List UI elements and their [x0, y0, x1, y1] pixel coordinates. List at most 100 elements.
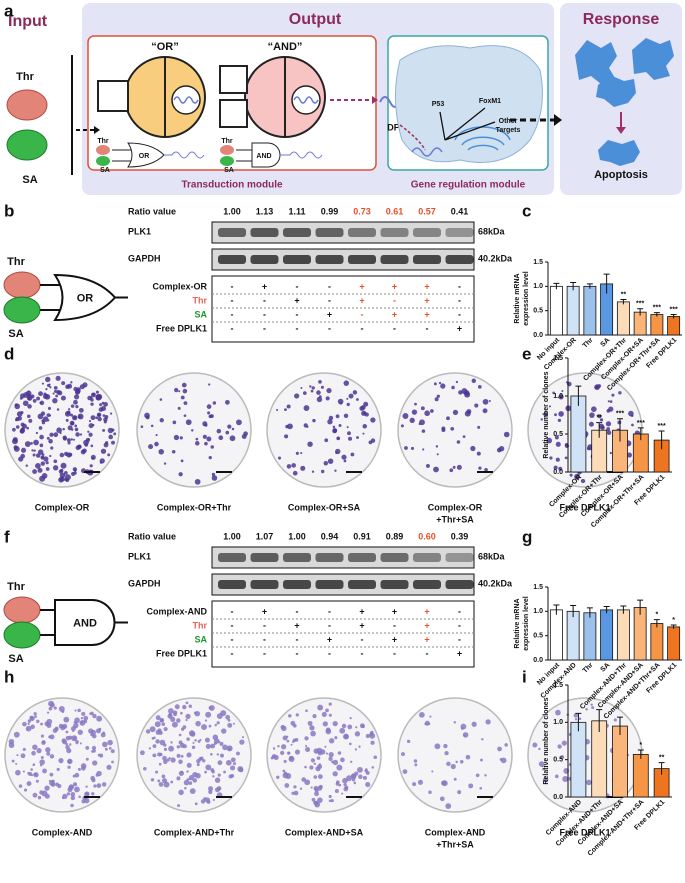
colony: [177, 406, 181, 410]
sign: -: [458, 606, 461, 616]
sign: -: [361, 309, 364, 319]
colony: [328, 713, 332, 717]
colony: [27, 414, 31, 419]
colony: [214, 787, 220, 793]
band: [283, 553, 311, 562]
colony: [316, 396, 323, 403]
sign: +: [424, 620, 429, 630]
colony: [54, 726, 59, 731]
significance: **: [659, 754, 665, 761]
ratio-value: 0.41: [451, 206, 469, 216]
wire: [40, 284, 62, 311]
band: [348, 255, 376, 264]
colony: [154, 441, 159, 447]
colony: [452, 465, 456, 469]
colony: [288, 755, 294, 761]
band-size: 40.2kDa: [478, 578, 513, 588]
significance: *: [639, 742, 642, 749]
colony: [325, 728, 332, 735]
colony: [44, 785, 50, 791]
colony: [15, 418, 18, 422]
colony: [33, 439, 39, 446]
colony: [79, 433, 83, 436]
colony: [225, 714, 231, 720]
colony: [338, 424, 342, 427]
colony: [101, 782, 107, 787]
colony: [90, 415, 96, 421]
colony: [580, 478, 586, 484]
colony: [80, 716, 84, 720]
colony: [210, 445, 214, 449]
colony: [12, 438, 18, 445]
colony: [77, 708, 81, 713]
colony: [45, 461, 49, 465]
ratio-value: 1.11: [288, 206, 305, 216]
colony: [77, 444, 82, 449]
colony: [161, 774, 166, 779]
colony: [369, 732, 374, 737]
row-label: Free DPLK1: [156, 323, 207, 333]
colony: [538, 761, 545, 767]
colony: [477, 425, 481, 429]
bar: [633, 607, 647, 661]
gene-regulation-label: Gene regulation module: [411, 180, 526, 191]
colony: [347, 724, 353, 730]
colony: [421, 429, 426, 433]
colony: [561, 740, 567, 746]
colony: [67, 787, 73, 793]
colony: [108, 746, 112, 750]
bar: [583, 612, 597, 661]
error-bar: [575, 385, 582, 406]
colony: [74, 709, 77, 712]
thr-label: Thr: [16, 71, 34, 83]
sign: -: [328, 648, 331, 658]
bar: [583, 285, 597, 336]
error-bar: [603, 273, 610, 294]
colony: [221, 728, 227, 734]
colony: [66, 438, 71, 443]
row-label: Thr: [193, 620, 208, 630]
colony: [64, 411, 71, 417]
colony: [414, 402, 417, 406]
colony: [609, 400, 613, 403]
cell: [632, 38, 674, 80]
colony: [328, 738, 335, 744]
colony: [105, 441, 109, 445]
colony: [73, 399, 78, 405]
sa-icon: [96, 156, 110, 166]
colony: [180, 754, 184, 758]
colony: [208, 724, 212, 728]
colony: [417, 779, 424, 785]
colony: [340, 757, 345, 763]
colony: [471, 378, 477, 383]
colony: [180, 459, 184, 463]
colony: [210, 752, 213, 756]
colony: [205, 711, 212, 718]
colony: [286, 404, 291, 409]
colony: [418, 711, 425, 718]
colony: [67, 441, 71, 445]
panel-label: d: [4, 344, 14, 363]
colony: [77, 767, 81, 771]
colony: [23, 392, 29, 398]
colony: [204, 719, 208, 722]
colony: [230, 757, 236, 763]
y-axis-label: Relative mRNA: [514, 273, 521, 323]
colony: [40, 722, 43, 726]
band: [380, 553, 409, 562]
colony: [318, 380, 322, 384]
colony: [158, 782, 164, 787]
colony: [69, 743, 72, 746]
colony: [22, 747, 26, 751]
colony: [350, 760, 353, 763]
error-bar: [658, 762, 665, 775]
response-title: Response: [583, 11, 660, 28]
colony: [591, 406, 597, 413]
colony: [95, 416, 99, 420]
colony: [155, 715, 161, 721]
band-size: 40.2kDa: [478, 253, 513, 263]
colony: [90, 402, 94, 406]
colony: [562, 776, 569, 783]
colony: [564, 456, 568, 460]
colony: [182, 388, 188, 394]
